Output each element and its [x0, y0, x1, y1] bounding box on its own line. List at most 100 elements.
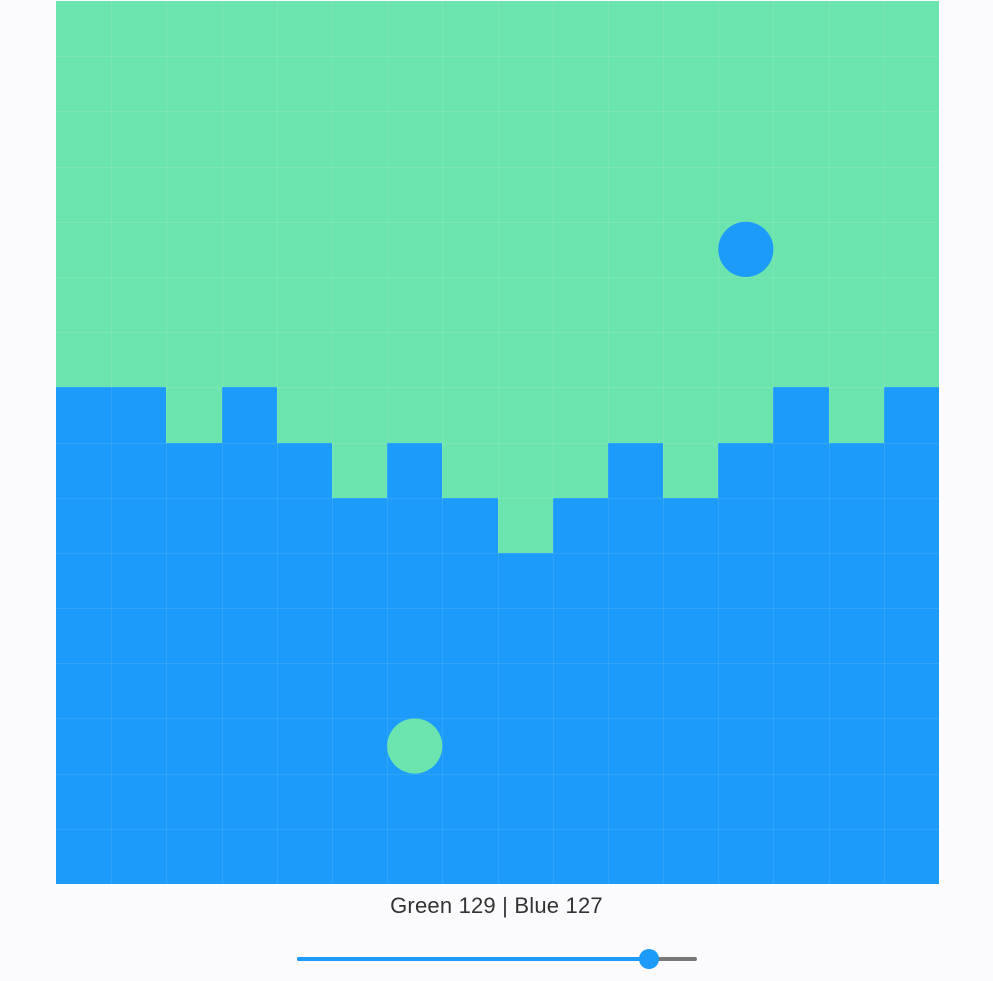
green-cell [277, 277, 332, 332]
green-cell [829, 387, 884, 443]
green-cell [498, 332, 553, 387]
blue-cell [829, 608, 884, 663]
blue-cell [332, 553, 387, 608]
green-cell [166, 277, 222, 332]
green-cell [884, 167, 939, 222]
blue-cell [56, 774, 111, 829]
green-cell [498, 111, 553, 167]
blue-cell [773, 608, 829, 663]
blue-cell [773, 498, 829, 553]
blue-cell [553, 829, 608, 884]
green-cell [718, 56, 773, 111]
blue-cell [498, 718, 553, 774]
blue-cell [56, 663, 111, 718]
green-cell [553, 56, 608, 111]
green-cell [442, 277, 498, 332]
green-cell [332, 56, 387, 111]
blue-cell [111, 663, 166, 718]
blue-cell [884, 553, 939, 608]
green-cell [884, 56, 939, 111]
green-cell [718, 332, 773, 387]
green-cell [222, 56, 277, 111]
blue-cell [56, 387, 111, 443]
green-cell [718, 167, 773, 222]
blue-cell [608, 498, 663, 553]
green-cell [718, 1, 773, 56]
blue-cell [332, 774, 387, 829]
blue-cell [718, 718, 773, 774]
green-cell [277, 222, 332, 277]
green-cell [773, 222, 829, 277]
green-cell [387, 167, 442, 222]
green-cell [773, 332, 829, 387]
blue-cell [608, 718, 663, 774]
blue-cell [222, 608, 277, 663]
blue-cell [498, 774, 553, 829]
blue-cell [884, 443, 939, 498]
blue-cell [442, 774, 498, 829]
blue-cell [553, 663, 608, 718]
blue-cell [387, 829, 442, 884]
green-ball [387, 718, 443, 774]
green-cell [498, 222, 553, 277]
blue-cell [608, 608, 663, 663]
blue-cell [829, 774, 884, 829]
green-cell [553, 387, 608, 443]
blue-cell [884, 718, 939, 774]
green-cell [387, 56, 442, 111]
blue-cell [773, 718, 829, 774]
green-cell [442, 1, 498, 56]
green-cell [56, 167, 111, 222]
blue-cell [553, 718, 608, 774]
green-cell [718, 277, 773, 332]
blue-cell [166, 829, 222, 884]
green-cell [166, 1, 222, 56]
green-cell [277, 387, 332, 443]
blue-cell [387, 774, 442, 829]
green-cell [442, 387, 498, 443]
green-cell [663, 332, 718, 387]
green-cell [222, 167, 277, 222]
green-cell [387, 222, 442, 277]
green-cell [829, 111, 884, 167]
green-cell [608, 332, 663, 387]
blue-cell [608, 553, 663, 608]
blue-cell [498, 829, 553, 884]
green-cell [829, 277, 884, 332]
blue-cell [442, 608, 498, 663]
blue-cell [773, 663, 829, 718]
green-cell [663, 222, 718, 277]
green-cell [608, 111, 663, 167]
slider-fill [297, 957, 649, 961]
green-cell [498, 498, 553, 553]
green-cell [222, 1, 277, 56]
green-cell [111, 111, 166, 167]
green-cell [718, 111, 773, 167]
green-cell [884, 277, 939, 332]
green-cell [718, 387, 773, 443]
slider-thumb[interactable] [639, 949, 659, 969]
blue-cell [111, 553, 166, 608]
green-cell [222, 332, 277, 387]
green-cell [332, 222, 387, 277]
blue-cell [498, 663, 553, 718]
green-cell [442, 111, 498, 167]
green-cell [111, 56, 166, 111]
blue-cell [608, 829, 663, 884]
blue-cell [884, 663, 939, 718]
green-cell [829, 167, 884, 222]
blue-cell [829, 553, 884, 608]
green-cell [332, 277, 387, 332]
green-cell [608, 167, 663, 222]
blue-cell [277, 553, 332, 608]
green-cell [277, 1, 332, 56]
blue-cell [277, 829, 332, 884]
blue-cell [663, 774, 718, 829]
blue-cell [829, 443, 884, 498]
blue-cell [442, 718, 498, 774]
blue-cell [718, 608, 773, 663]
blue-cell [718, 443, 773, 498]
speed-slider[interactable] [297, 947, 697, 971]
green-cell [553, 1, 608, 56]
green-cell [387, 332, 442, 387]
